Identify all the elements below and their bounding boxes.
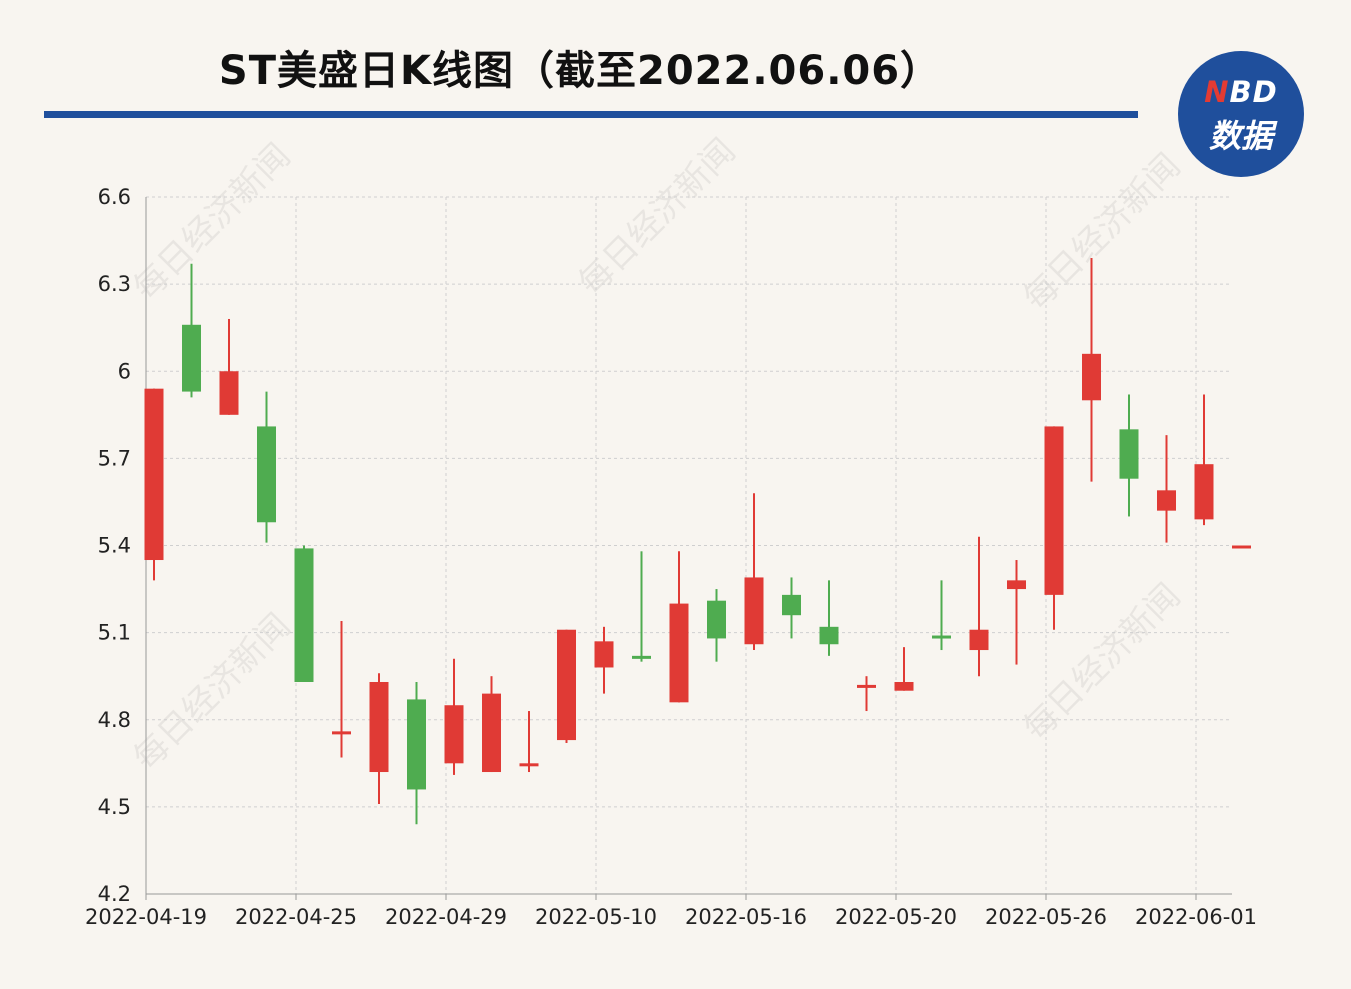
candlestick [144,388,164,581]
candle-body [1157,490,1176,511]
candle-body [932,635,951,639]
candle-body [1232,545,1251,549]
candle-body [594,641,614,668]
candlestick [894,647,914,691]
candlestick [594,626,614,694]
candlestick [1194,394,1214,526]
candlestick [969,536,989,677]
candle-body [369,681,389,773]
watermark-text: 每日经济新闻 [126,136,299,309]
candlestick [1007,560,1026,665]
x-tick-label: 2022-05-10 [535,905,657,929]
candlestick [332,621,351,758]
candlestick [519,711,539,773]
candlestick [857,676,876,712]
candle-body [669,603,689,703]
x-tick-label: 2022-05-16 [685,905,807,929]
candlestick [819,580,839,656]
y-tick-label: 6 [118,359,131,383]
title-underline [44,111,1138,118]
logo-line-2: 数据 [1208,117,1273,155]
candlestick [707,589,726,662]
candle-body [557,629,576,741]
candle-body [707,600,726,639]
y-tick-label: 6.3 [98,272,131,296]
candlestick [1044,426,1064,630]
candle-body [744,577,764,645]
candle-body [407,699,426,790]
y-tick-label: 5.1 [98,621,131,645]
candle-body [632,655,651,659]
candle-body [144,388,164,561]
candle-body [1044,426,1064,595]
x-tick-label: 2022-05-26 [985,905,1107,929]
candle-body [444,705,464,764]
nbd-logo: NBD 数据 [1178,51,1304,177]
y-tick-label: 5.4 [98,534,131,558]
candle-body [1082,353,1101,401]
candle-body [1007,580,1026,590]
x-tick-label: 2022-04-29 [385,905,507,929]
y-tick-label: 4.8 [98,708,131,732]
candle-body [1119,429,1139,479]
candle-body [1194,464,1214,520]
candle-body [219,371,239,415]
candlestick [1157,435,1176,543]
candlestick [1082,257,1101,482]
candlestick [369,673,389,804]
candle-body [257,426,276,523]
candlestick [407,681,426,825]
y-tick-label: 4.5 [98,795,131,819]
candle-body [894,681,914,691]
candlestick [744,493,764,651]
candle-body [857,684,876,688]
watermark-text: 每日经济新闻 [571,131,744,304]
x-tick-label: 2022-04-25 [235,905,357,929]
candle-body [182,324,201,392]
watermark-text: 每日经济新闻 [1016,576,1189,749]
candlestick [444,658,464,775]
candlestick [1232,545,1251,549]
y-tick-label: 5.7 [98,446,131,470]
candlestick [219,318,239,415]
candlestick [557,629,576,743]
candlestick [182,263,201,398]
candle-body [969,629,989,651]
x-tick-label: 2022-04-19 [85,905,207,929]
candle-body [332,731,351,735]
candlestick [1119,394,1139,517]
logo-line-1: NBD [1178,75,1304,109]
watermark-text: 每日经济新闻 [126,606,299,779]
y-tick-label: 4.2 [98,882,131,906]
candle-body [819,626,839,645]
candle-body [294,548,314,682]
candlestick [932,580,951,651]
x-tick-label: 2022-06-01 [1135,905,1257,929]
candle-body [482,693,501,773]
candle-body [519,763,539,767]
candlestick [294,545,314,682]
candlestick [632,551,651,662]
logo-n: N [1204,75,1230,109]
chart-title: ST美盛日K线图（截至2022.06.06） [218,48,942,94]
x-tick-label: 2022-05-20 [835,905,957,929]
candlestick [257,391,276,543]
candlestick [482,676,501,773]
logo-bd: BD [1229,75,1278,109]
candle-body [782,594,801,616]
watermark-text: 每日经济新闻 [1016,146,1189,319]
candlestick [669,551,689,703]
y-tick-label: 6.6 [98,185,131,209]
candlestick [782,577,801,639]
